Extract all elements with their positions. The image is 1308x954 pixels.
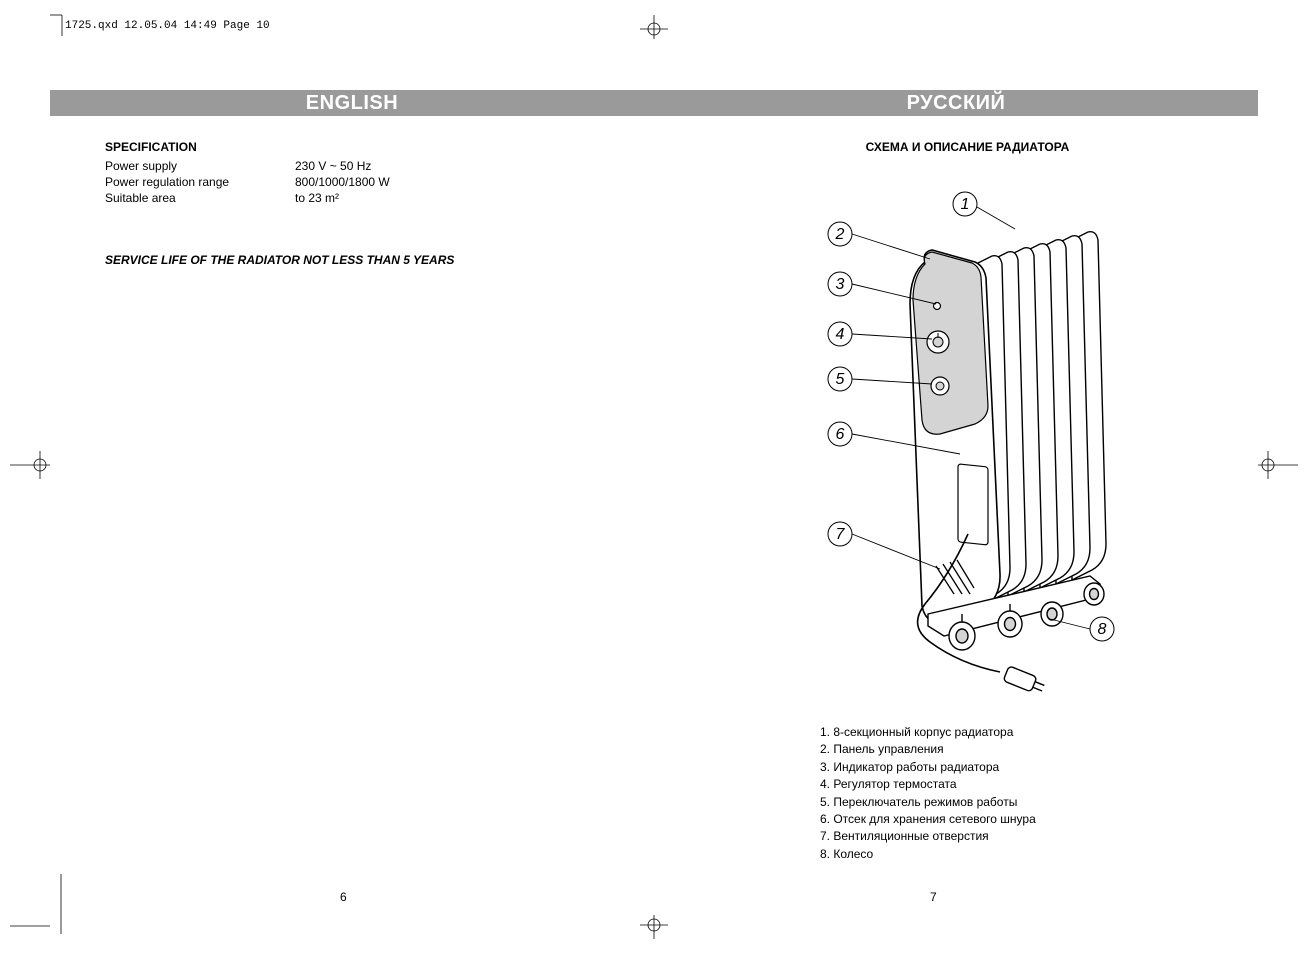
parts-list-item: 8. Колесо: [820, 846, 1220, 863]
callout-number: 6: [836, 426, 845, 443]
english-column: SPECIFICATION Power supply 230 V ~ 50 Hz…: [105, 140, 585, 267]
callout-number: 2: [835, 226, 845, 243]
parts-list-item: 7. Вентиляционные отверстия: [820, 828, 1220, 845]
callout-number: 7: [836, 526, 846, 543]
scheme-heading: СХЕМА И ОПИСАНИЕ РАДИАТОРА: [715, 140, 1220, 154]
parts-list-item: 4. Регулятор термостата: [820, 776, 1220, 793]
spec-label: Suitable area: [105, 190, 295, 206]
parts-list-item: 5. Переключатель режимов работы: [820, 794, 1220, 811]
callout-number: 1: [961, 196, 970, 213]
crop-mark-bottom-left-a: [10, 918, 50, 934]
spec-row: Suitable area to 23 m²: [105, 190, 585, 206]
parts-list: 1. 8-секционный корпус радиатора2. Панел…: [820, 724, 1220, 863]
registration-mark-left: [10, 445, 58, 485]
russian-column: СХЕМА И ОПИСАНИЕ РАДИАТОРА: [680, 140, 1220, 863]
print-meta: 1725.qxd 12.05.04 14:49 Page 10: [65, 20, 270, 32]
spec-row: Power regulation range 800/1000/1800 W: [105, 174, 585, 190]
spec-value: to 23 m²: [295, 190, 339, 206]
language-header-bar: ENGLISH РУССКИЙ: [50, 90, 1258, 116]
spec-label: Power regulation range: [105, 174, 295, 190]
crop-mark-top-left: [50, 12, 66, 36]
service-life-note: SERVICE LIFE OF THE RADIATOR NOT LESS TH…: [105, 253, 585, 267]
parts-list-item: 2. Панель управления: [820, 741, 1220, 758]
callout-number: 8: [1098, 621, 1107, 638]
parts-list-item: 3. Индикатор работы радиатора: [820, 759, 1220, 776]
leader-line: [852, 234, 930, 259]
spec-value: 230 V ~ 50 Hz: [295, 158, 371, 174]
page-number-left: 6: [340, 890, 347, 904]
callout-number: 3: [836, 276, 845, 293]
leader-line: [977, 207, 1015, 229]
radiator-diagram: 1 2 3 4 5 6 7 8: [750, 174, 1150, 694]
spec-heading: SPECIFICATION: [105, 140, 585, 154]
registration-mark-right: [1250, 445, 1298, 485]
header-english: ENGLISH: [50, 90, 654, 116]
registration-mark-top: [630, 15, 678, 43]
parts-list-item: 1. 8-секционный корпус радиатора: [820, 724, 1220, 741]
callout-number: 5: [836, 371, 845, 388]
parts-list-item: 6. Отсек для хранения сетевого шнура: [820, 811, 1220, 828]
header-russian: РУССКИЙ: [654, 90, 1258, 116]
callout-number: 4: [836, 326, 845, 343]
crop-mark-bottom-left-b: [53, 874, 69, 934]
page-number-right: 7: [930, 890, 937, 904]
registration-mark-bottom: [630, 911, 678, 939]
spec-value: 800/1000/1800 W: [295, 174, 390, 190]
spec-row: Power supply 230 V ~ 50 Hz: [105, 158, 585, 174]
spec-label: Power supply: [105, 158, 295, 174]
